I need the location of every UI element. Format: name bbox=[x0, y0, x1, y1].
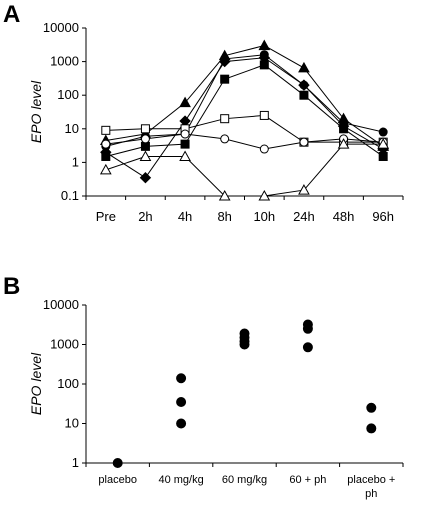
x-tick-label-a: 4h bbox=[178, 209, 192, 224]
series-5-point bbox=[140, 124, 150, 134]
series-1-point bbox=[179, 96, 191, 108]
series-6-point bbox=[180, 129, 190, 139]
series-4-point bbox=[220, 74, 230, 84]
series-7-point bbox=[218, 189, 231, 201]
series-line-6 bbox=[105, 133, 384, 150]
series-7-point bbox=[179, 150, 191, 161]
x-tick-label-b: 60 mg/kg bbox=[222, 474, 267, 486]
series-4-point bbox=[180, 139, 190, 149]
series-3-point bbox=[298, 79, 310, 91]
x-tick-label-b: 40 mg/kg bbox=[158, 474, 203, 486]
x-tick-label-b: placebo bbox=[98, 474, 137, 486]
series-4-point bbox=[259, 60, 269, 70]
y-tick-label-b: 1 bbox=[72, 455, 79, 470]
y-axis-label-b: EPO level bbox=[28, 352, 44, 415]
x-tick-label-line-b: 40 mg/kg bbox=[158, 474, 203, 486]
y-tick-label-b: 10000 bbox=[43, 297, 79, 312]
series-7-point bbox=[337, 138, 350, 149]
series-5-point bbox=[259, 110, 269, 120]
series-line-5 bbox=[105, 114, 384, 143]
scatter-point bbox=[239, 339, 250, 350]
series-4-point bbox=[299, 90, 309, 100]
panel-letter-a: A bbox=[3, 1, 20, 28]
y-tick-label-b: 10 bbox=[65, 416, 79, 431]
series-2-point bbox=[378, 127, 388, 137]
series-7-point bbox=[258, 189, 271, 201]
y-tick-label-a: 100 bbox=[57, 87, 79, 102]
x-tick-label-a: 2h bbox=[138, 209, 152, 224]
series-3-point bbox=[139, 172, 152, 184]
scatter-point bbox=[176, 373, 187, 384]
scatter-point bbox=[366, 423, 377, 434]
scatter-point bbox=[112, 458, 123, 468]
series-1-point bbox=[258, 39, 271, 51]
y-tick-label-a: 1000 bbox=[50, 54, 79, 69]
series-line-3 bbox=[105, 57, 384, 179]
series-6-point bbox=[259, 144, 269, 154]
series-6-point bbox=[101, 139, 111, 149]
x-tick-label-a: 96h bbox=[372, 209, 394, 224]
scatter-point bbox=[366, 402, 377, 413]
y-tick-label-a: 10000 bbox=[43, 20, 79, 35]
series-5-point bbox=[101, 125, 111, 135]
x-tick-label-b: placebo + ph bbox=[347, 474, 395, 500]
series-5-point bbox=[220, 114, 230, 124]
scatter-point bbox=[176, 418, 187, 429]
series-4-point bbox=[378, 151, 388, 161]
series-4-point bbox=[101, 151, 111, 161]
x-tick-label-line-b: placebo + bbox=[347, 474, 395, 486]
series-line-7 bbox=[105, 143, 384, 197]
x-tick-label-a: 8h bbox=[217, 209, 231, 224]
series-1-point bbox=[298, 61, 310, 73]
y-tick-label-a: 10 bbox=[65, 121, 79, 136]
chart-panel-b: 1 10 100 1000 10000 placebo 40 mg/kg 60 mg/kg 60… bbox=[28, 297, 404, 500]
scatter-point bbox=[302, 323, 313, 334]
x-tick-label-a: 24h bbox=[293, 209, 315, 224]
y-axis-label-a: EPO level bbox=[28, 80, 44, 143]
panel-letter-b: B bbox=[3, 273, 20, 300]
x-tick-label-line-b: 60 mg/kg bbox=[222, 474, 267, 486]
series-6-point bbox=[220, 134, 230, 144]
series-4-point bbox=[140, 141, 150, 151]
x-tick-label-b: 60 + ph bbox=[289, 474, 326, 486]
y-tick-label-b: 1000 bbox=[50, 337, 79, 352]
x-tick-label-line-b: placebo bbox=[98, 474, 137, 486]
scatter-point bbox=[176, 397, 187, 408]
y-tick-label-a: 0.1 bbox=[61, 188, 79, 203]
series-7-point bbox=[99, 163, 112, 175]
y-tick-label-a: 1 bbox=[72, 154, 79, 169]
x-tick-label-a: Pre bbox=[96, 209, 116, 224]
y-tick-label-b: 100 bbox=[57, 376, 79, 391]
series-6-point bbox=[140, 134, 150, 144]
series-3-point bbox=[218, 55, 231, 68]
series-line-2 bbox=[105, 54, 384, 147]
series-4-point bbox=[339, 124, 349, 134]
series-7-point bbox=[298, 184, 310, 195]
x-tick-label-a: 10h bbox=[253, 209, 275, 224]
scatter-point bbox=[302, 342, 313, 353]
chart-panel-a: 0.1 1 10 100 1000 10000 Pre 2h 4h 8h 10h 24h 48h 96h E… bbox=[28, 20, 404, 224]
series-7-point bbox=[139, 150, 152, 161]
series-6-point bbox=[299, 137, 309, 147]
x-tick-label-line-b: 60 + ph bbox=[289, 474, 326, 486]
series-line-4 bbox=[105, 64, 384, 157]
x-tick-label-line-b: ph bbox=[365, 488, 377, 500]
x-tick-label-a: 48h bbox=[333, 209, 355, 224]
series-7-point bbox=[377, 138, 390, 149]
